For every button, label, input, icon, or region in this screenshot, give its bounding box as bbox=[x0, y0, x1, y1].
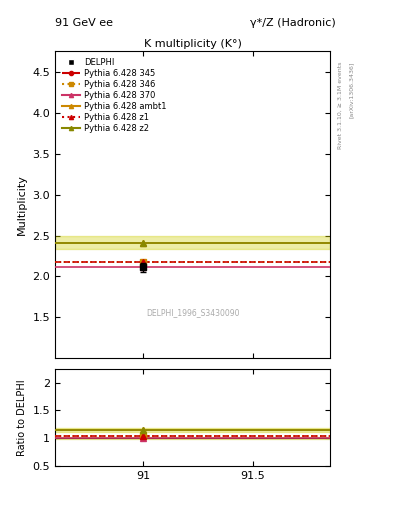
Y-axis label: Multiplicity: Multiplicity bbox=[17, 175, 27, 235]
Legend: DELPHI, Pythia 6.428 345, Pythia 6.428 346, Pythia 6.428 370, Pythia 6.428 ambt1: DELPHI, Pythia 6.428 345, Pythia 6.428 3… bbox=[59, 55, 169, 136]
Text: [arXiv:1306.3436]: [arXiv:1306.3436] bbox=[349, 61, 354, 118]
Text: γ*/Z (Hadronic): γ*/Z (Hadronic) bbox=[250, 18, 336, 28]
Y-axis label: Ratio to DELPHI: Ratio to DELPHI bbox=[17, 379, 27, 456]
Text: Rivet 3.1.10, ≥ 3.1M events: Rivet 3.1.10, ≥ 3.1M events bbox=[338, 61, 342, 149]
Text: DELPHI_1996_S3430090: DELPHI_1996_S3430090 bbox=[146, 308, 239, 317]
Title: K multiplicity (K°): K multiplicity (K°) bbox=[143, 39, 242, 49]
Text: 91 GeV ee: 91 GeV ee bbox=[55, 18, 113, 28]
